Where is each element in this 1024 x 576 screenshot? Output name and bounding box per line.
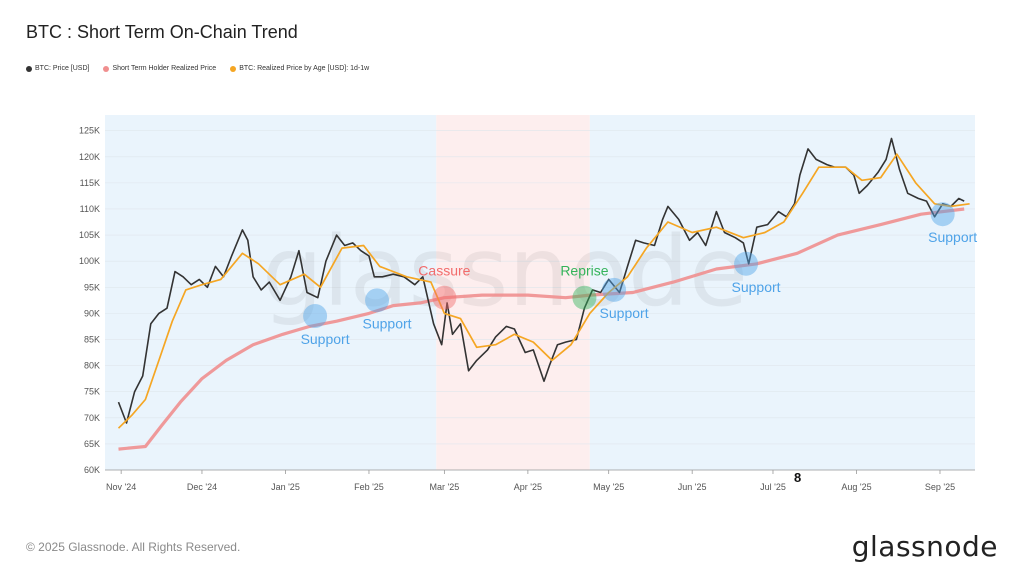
annotation-marker [734, 251, 759, 276]
x-axis-ticks: Nov '24 Dec '24 Jan '25 Feb '25 Mar '25 Apr '… [106, 470, 955, 492]
annotations: Support Support Cassure Reprise Support Suppo… [301, 202, 977, 347]
region-1 [436, 115, 590, 470]
legend-label-realized-age: BTC: Realized Price by Age [USD]: 1d-1w [239, 65, 370, 72]
annotation-marker [432, 285, 457, 310]
y-tick-label: 125K [79, 126, 100, 136]
series-line-1 [118, 207, 965, 451]
y-tick-label: 95K [84, 282, 100, 292]
y-tick-label: 85K [84, 334, 100, 344]
legend-label-sth-realized: Short Term Holder Realized Price [112, 65, 217, 72]
y-tick-label: 100K [79, 256, 100, 266]
annotation-label: Support [301, 331, 350, 347]
y-tick-label: 60K [84, 465, 100, 475]
legend-item-price[interactable]: BTC: Price [USD] [26, 65, 89, 72]
annotation-marker [930, 202, 955, 227]
y-tick-label: 80K [84, 361, 100, 371]
legend-item-realized-age[interactable]: BTC: Realized Price by Age [USD]: 1d-1w [230, 65, 369, 72]
y-axis-ticks: 60K 65K 70K 75K 80K 85K 90K 95K 100K 105K 110K 115K… [79, 126, 100, 475]
x-tick-label: Mar '25 [430, 482, 460, 492]
x-tick-label: Sep '25 [925, 482, 955, 492]
legend-dot-sth-realized [103, 65, 110, 72]
y-tick-label: 115K [80, 178, 100, 188]
y-tick-label: 75K [84, 387, 100, 397]
annotation-label: Reprise [560, 263, 608, 279]
chart-title: BTC : Short Term On-Chain Trend [26, 22, 298, 42]
grid-lines [105, 130, 975, 471]
annotation-marker [602, 277, 627, 302]
y-tick-label: 90K [84, 308, 100, 318]
legend-dot-realized-age [230, 65, 237, 72]
x-tick-label: Feb '25 [354, 482, 384, 492]
x-tick-label: Jan '25 [271, 482, 300, 492]
series-line-0 [117, 137, 965, 424]
annotation-label: Cassure [418, 263, 470, 279]
stray-label: 8 [794, 470, 802, 485]
legend-label-price: BTC: Price [USD] [35, 65, 90, 72]
x-tick-label: Aug '25 [841, 482, 871, 492]
annotation-marker [303, 303, 328, 328]
y-tick-label: 120K [79, 152, 100, 162]
brand-logo: glassnode [851, 530, 998, 563]
x-tick-label: May '25 [593, 482, 624, 492]
x-tick-label: Apr '25 [514, 482, 542, 492]
y-tick-label: 110K [80, 204, 100, 214]
annotation-label: Support [732, 279, 781, 295]
annotation-label: Support [600, 305, 649, 321]
legend-item-sth-realized[interactable]: Short Term Holder Realized Price [103, 65, 216, 72]
region-0 [105, 115, 437, 470]
series-lines [117, 137, 970, 451]
x-tick-label: Nov '24 [106, 482, 136, 492]
annotation-marker [365, 288, 390, 313]
y-tick-label: 105K [79, 230, 100, 240]
x-tick-label: Jul '25 [760, 482, 786, 492]
annotation-marker [572, 285, 597, 310]
series-line-2 [117, 153, 970, 429]
watermark: glassnode [262, 216, 748, 328]
x-tick-label: Dec '24 [187, 482, 217, 492]
copyright: © 2025 Glassnode. All Rights Reserved. [26, 540, 241, 554]
legend: BTC: Price [USD] Short Term Holder Reali… [26, 65, 369, 72]
annotation-label: Support [363, 315, 412, 331]
y-tick-label: 70K [84, 413, 100, 423]
x-tick-label: Jun '25 [678, 482, 707, 492]
y-tick-label: 65K [84, 439, 100, 449]
annotation-label: Support [928, 229, 977, 245]
legend-dot-price [26, 65, 32, 72]
